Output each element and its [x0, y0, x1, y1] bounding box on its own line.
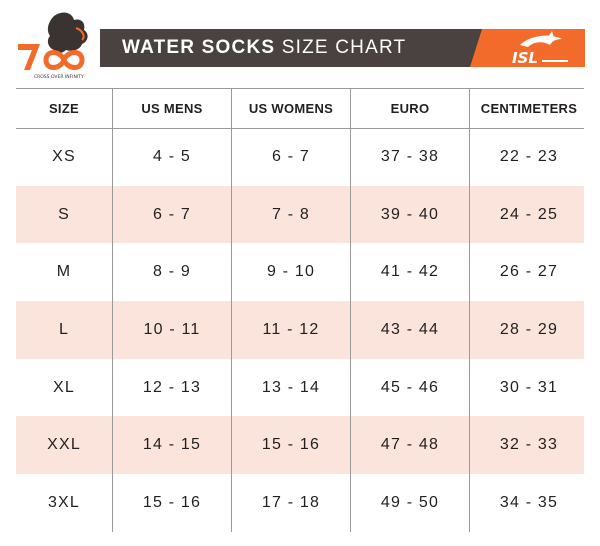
table-cell: 41 - 42: [350, 243, 469, 302]
size-cell: 3XL: [47, 493, 81, 511]
size-cell: XL: [53, 378, 75, 396]
header-divider: [16, 128, 584, 129]
column-header: EURO: [350, 88, 469, 128]
table-row: L 10 - 11 11 - 12 43 - 44 28 - 29: [16, 301, 584, 359]
table-cell: 37 - 38: [350, 128, 469, 186]
table-cell: 24 - 25: [469, 185, 588, 244]
table-cell: 14 - 15: [112, 416, 231, 475]
table-row: XXL 14 - 15 15 - 16 47 - 48 32 - 33: [16, 416, 584, 475]
table-cell: 28 - 29: [469, 301, 588, 359]
table-cell: 17 - 18: [231, 474, 350, 532]
column-header: US MENS: [112, 88, 231, 128]
page-title-bold: WATER SOCKS: [122, 37, 276, 58]
page-title: WATER SOCKS SIZE CHART: [122, 29, 406, 67]
column-header: US WOMENS: [231, 88, 350, 128]
column-header: CENTIMETERS: [469, 88, 588, 128]
table-cell: 10 - 11: [112, 301, 231, 359]
table-cell: 26 - 27: [469, 243, 588, 302]
table-cell: 39 - 40: [350, 185, 469, 244]
svg-text:CROSS OVER INFINITY: CROSS OVER INFINITY: [34, 74, 84, 80]
table-cell: 4 - 5: [112, 128, 231, 186]
table-cell: 47 - 48: [350, 416, 469, 475]
size-chart-table: SIZE US MENS US WOMENS EURO CENTIMETERS XS 4 -…: [16, 88, 584, 532]
size-cell: S: [58, 205, 70, 223]
svg-text:ISL: ISL: [512, 49, 538, 67]
table-cell: 34 - 35: [469, 474, 588, 532]
table-cell: 8 - 9: [112, 243, 231, 302]
column-header: SIZE: [48, 100, 80, 116]
size-cell: XS: [52, 147, 76, 165]
table-cell: 43 - 44: [350, 301, 469, 359]
table-cell: 12 - 13: [112, 358, 231, 417]
size-cell: XXL: [47, 436, 81, 454]
table-cell: 15 - 16: [231, 416, 350, 475]
size-cell: L: [58, 320, 70, 338]
page-title-light: SIZE CHART: [281, 37, 407, 58]
seven-infinity-logo-icon: CROSS OVER INFINITY: [10, 8, 102, 80]
table-row: 3XL 15 - 16 17 - 18 49 - 50 34 - 35: [16, 474, 584, 532]
size-cell: M: [56, 263, 72, 281]
table-header-row: SIZE US MENS US WOMENS EURO CENTIMETERS: [16, 88, 584, 128]
table-cell: 32 - 33: [469, 416, 588, 475]
table-cell: 22 - 23: [469, 128, 588, 186]
header: CROSS OVER INFINITY WATER SOCKS SIZE CHA…: [0, 0, 600, 88]
table-cell: 6 - 7: [231, 128, 350, 186]
table-cell: 7 - 8: [231, 185, 350, 244]
isl-dolphin-logo-icon: ISL: [490, 31, 585, 67]
table-cell: 9 - 10: [231, 243, 350, 302]
table-cell: 6 - 7: [112, 185, 231, 244]
table-cell: 30 - 31: [469, 358, 588, 417]
table-cell: 15 - 16: [112, 474, 231, 532]
table-top-border: [16, 88, 584, 89]
table-row: XL 12 - 13 13 - 14 45 - 46 30 - 31: [16, 358, 584, 417]
table-cell: 45 - 46: [350, 358, 469, 417]
table-cell: 49 - 50: [350, 474, 469, 532]
table-cell: 13 - 14: [231, 358, 350, 417]
table-cell: 11 - 12: [231, 301, 350, 359]
